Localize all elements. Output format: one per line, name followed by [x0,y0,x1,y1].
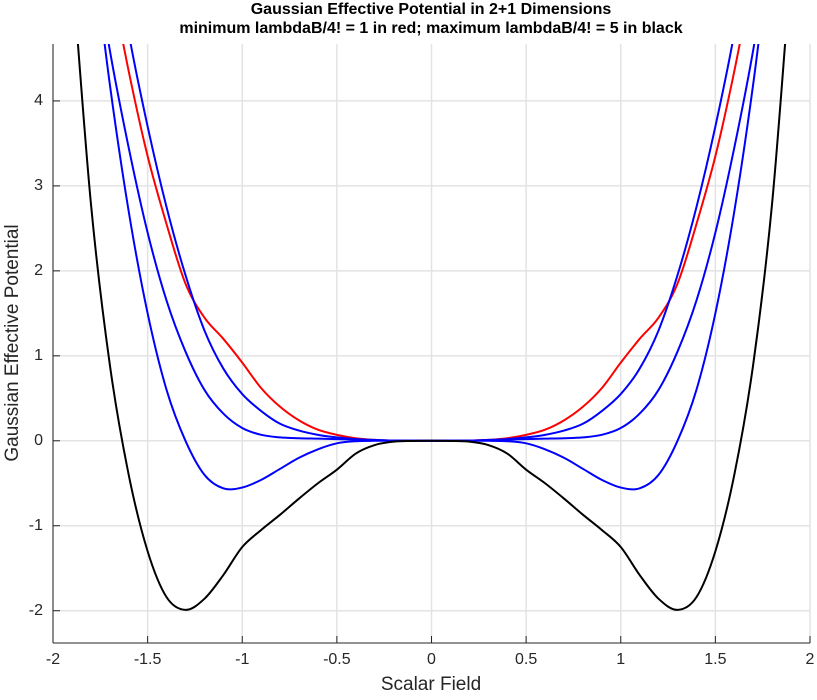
chart-subtitle: minimum lambdaB/4! = 1 in red; maximum l… [179,20,682,37]
y-tick-label: 3 [34,177,43,194]
x-tick-label: 2 [806,651,815,668]
chart-title: Gaussian Effective Potential in 2+1 Dime… [251,1,612,18]
line-series [76,44,787,611]
x-tick-label: -2 [46,651,60,668]
y-axis-label: Gaussian Effective Potential [2,224,23,461]
x-tick-label: 0.5 [515,651,537,668]
y-tick-label: -2 [29,602,43,619]
y-tick-label: -1 [29,517,43,534]
y-tick-label: 0 [34,432,43,449]
x-tick-label: 1.5 [704,651,726,668]
x-tick-label: -1.5 [134,651,162,668]
y-tick-label: 1 [34,347,43,364]
x-tick-label: 0 [427,651,436,668]
x-tick-label: -1 [235,651,249,668]
plot-area [76,44,787,611]
y-tick-label: 4 [34,92,43,109]
x-tick-label: -0.5 [323,651,351,668]
y-tick-label: 2 [34,262,43,279]
x-tick-label: 1 [616,651,625,668]
x-axis-label: Scalar Field [381,674,481,695]
